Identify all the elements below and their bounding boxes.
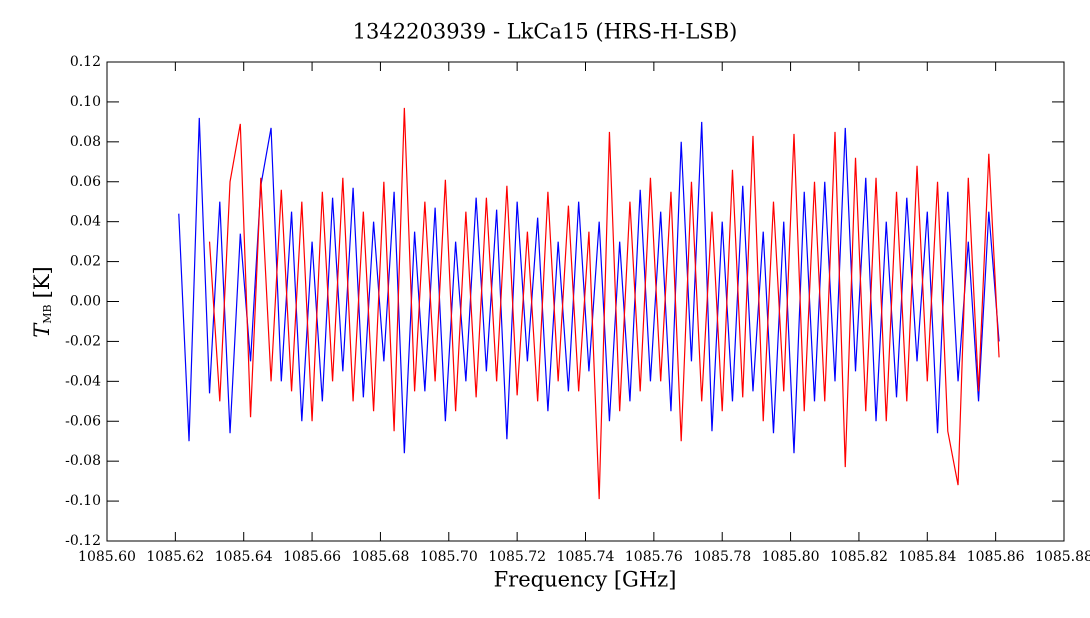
x-axis-label: Frequency [GHz] — [494, 568, 677, 592]
x-tick-label: 1085.64 — [215, 549, 273, 565]
series-line — [178, 117, 1000, 454]
x-tick-label: 1085.70 — [420, 549, 478, 565]
x-tick-label: 1085.62 — [146, 549, 204, 565]
x-tick-label: 1085.68 — [351, 549, 409, 565]
x-tick-label: 1085.82 — [830, 549, 888, 565]
x-tick-label: 1085.88 — [1035, 549, 1090, 565]
y-tick-label: 0.10 — [70, 94, 101, 110]
x-tick-label: 1085.78 — [693, 549, 751, 565]
y-label-unit: [K] — [30, 266, 54, 298]
y-tick-label: -0.10 — [65, 493, 101, 509]
y-tick-label: 0.08 — [70, 134, 101, 150]
x-tick-label: 1085.80 — [762, 549, 820, 565]
y-tick-label: -0.04 — [65, 373, 101, 389]
x-tick-label: 1085.86 — [967, 549, 1025, 565]
x-tick-label: 1085.76 — [625, 549, 683, 565]
y-tick-label: -0.06 — [65, 413, 101, 429]
x-tick-label: 1085.60 — [78, 549, 136, 565]
y-tick-label: 0.04 — [70, 214, 101, 230]
y-tick-label: -0.02 — [65, 333, 101, 349]
y-tick-label: 0.00 — [70, 294, 101, 310]
y-axis-label: TMB [K] — [30, 266, 55, 337]
y-tick-label: 0.12 — [70, 54, 101, 70]
y-tick-label: 0.06 — [70, 174, 101, 190]
series-line — [208, 107, 1000, 500]
x-tick-label: 1085.66 — [283, 549, 341, 565]
y-tick-label: -0.12 — [65, 533, 101, 549]
y-label-symbol: T — [30, 322, 54, 338]
y-tick-label: 0.02 — [70, 254, 101, 270]
y-label-subscript: MB — [41, 304, 54, 323]
y-tick-label: -0.08 — [65, 453, 101, 469]
plot-frame — [106, 61, 1065, 542]
x-tick-label: 1085.72 — [488, 549, 546, 565]
x-tick-label: 1085.74 — [557, 549, 615, 565]
x-tick-label: 1085.84 — [898, 549, 956, 565]
chart-title: 1342203939 - LkCa15 (HRS-H-LSB) — [353, 20, 738, 44]
